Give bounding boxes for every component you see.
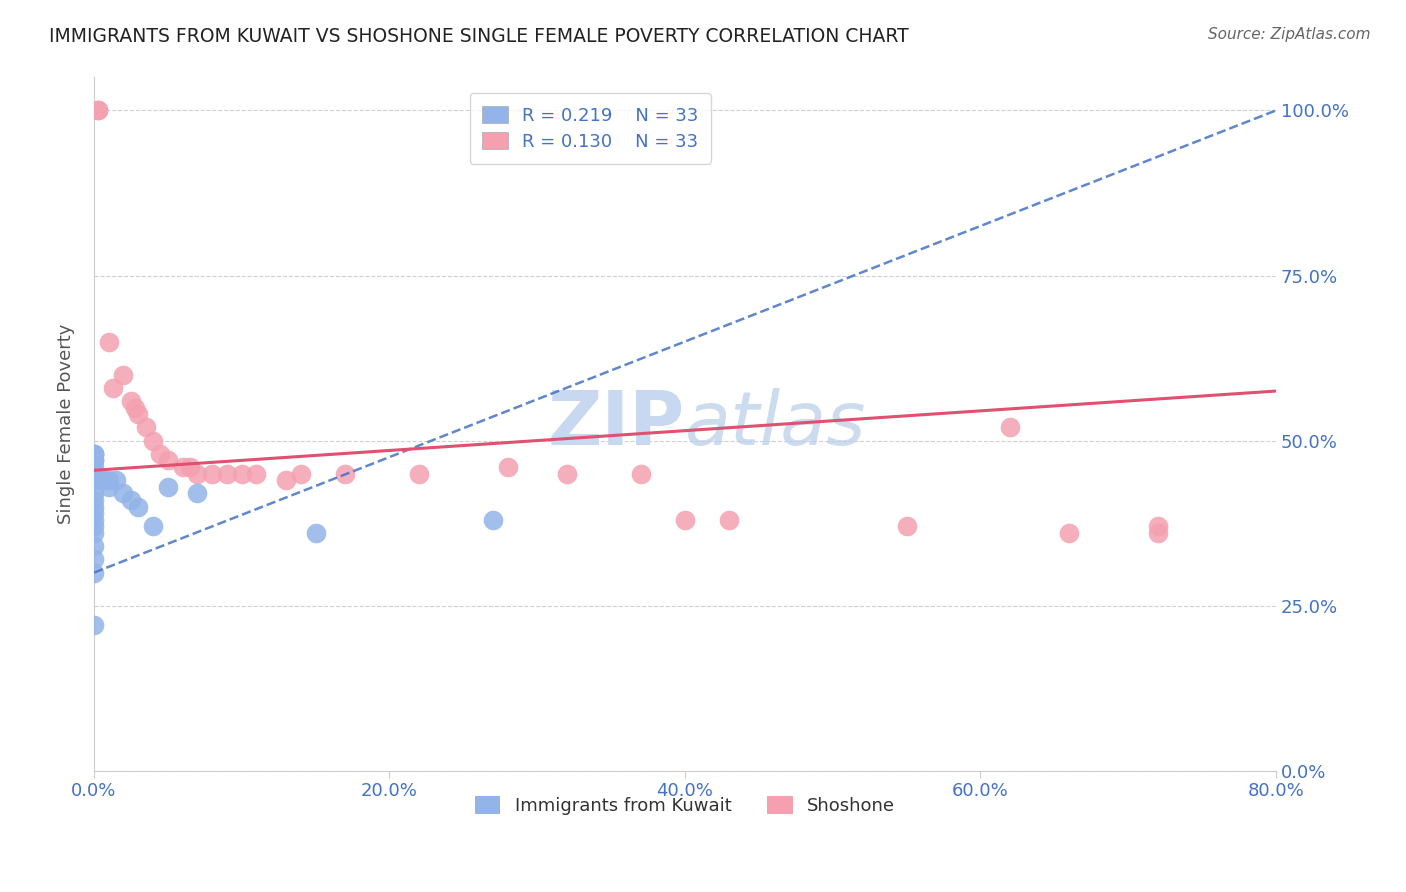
Legend: Immigrants from Kuwait, Shoshone: Immigrants from Kuwait, Shoshone: [465, 788, 904, 824]
Point: [333, 467, 356, 481]
Point: [673, 513, 696, 527]
Point: [83, 493, 105, 508]
Point: [127, 407, 149, 421]
Point: [83, 453, 105, 467]
Point: [1146, 526, 1168, 541]
Text: ZIP: ZIP: [548, 387, 685, 460]
Text: Source: ZipAtlas.com: Source: ZipAtlas.com: [1208, 27, 1371, 42]
Point: [186, 467, 208, 481]
Point: [83, 566, 105, 580]
Point: [83, 552, 105, 566]
Point: [83, 447, 105, 461]
Point: [120, 493, 142, 508]
Point: [127, 500, 149, 514]
Point: [201, 467, 224, 481]
Point: [112, 368, 135, 382]
Point: [274, 473, 297, 487]
Point: [215, 467, 238, 481]
Point: [120, 394, 142, 409]
Y-axis label: Single Female Poverty: Single Female Poverty: [58, 324, 75, 524]
Point: [496, 460, 519, 475]
Point: [156, 453, 179, 467]
Point: [83, 618, 105, 632]
Point: [142, 434, 165, 448]
Point: [101, 381, 124, 395]
Point: [83, 467, 105, 481]
Point: [142, 519, 165, 533]
Point: [998, 420, 1021, 434]
Point: [83, 513, 105, 527]
Point: [408, 467, 430, 481]
Point: [124, 401, 146, 415]
Point: [97, 480, 120, 494]
Point: [87, 103, 110, 118]
Point: [290, 467, 312, 481]
Point: [1057, 526, 1080, 541]
Point: [83, 460, 105, 475]
Text: IMMIGRANTS FROM KUWAIT VS SHOSHONE SINGLE FEMALE POVERTY CORRELATION CHART: IMMIGRANTS FROM KUWAIT VS SHOSHONE SINGL…: [49, 27, 908, 45]
Point: [186, 486, 208, 500]
Point: [245, 467, 267, 481]
Point: [83, 486, 105, 500]
Point: [630, 467, 652, 481]
Point: [149, 447, 172, 461]
Point: [718, 513, 741, 527]
Point: [896, 519, 918, 533]
Point: [87, 103, 110, 118]
Point: [83, 500, 105, 514]
Point: [83, 447, 105, 461]
Point: [1146, 519, 1168, 533]
Point: [482, 513, 505, 527]
Point: [83, 467, 105, 481]
Point: [156, 480, 179, 494]
Point: [83, 539, 105, 553]
Point: [83, 506, 105, 520]
Point: [93, 473, 115, 487]
Point: [90, 473, 112, 487]
Point: [83, 526, 105, 541]
Point: [304, 526, 326, 541]
Point: [97, 334, 120, 349]
Point: [231, 467, 253, 481]
Point: [112, 486, 135, 500]
Point: [83, 473, 105, 487]
Point: [83, 447, 105, 461]
Point: [83, 453, 105, 467]
Point: [555, 467, 578, 481]
Point: [172, 460, 194, 475]
Point: [97, 473, 120, 487]
Text: atlas: atlas: [685, 388, 866, 460]
Point: [105, 473, 128, 487]
Point: [83, 519, 105, 533]
Point: [179, 460, 201, 475]
Point: [135, 420, 157, 434]
